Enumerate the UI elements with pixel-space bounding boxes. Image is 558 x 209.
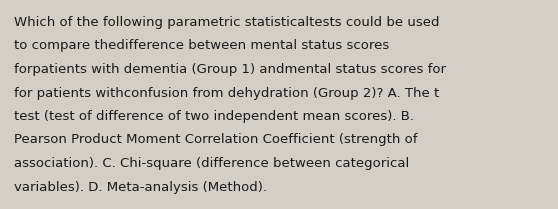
- Text: Which of the following parametric statisticaltests could be used: Which of the following parametric statis…: [14, 16, 440, 29]
- Text: variables). D. Meta-analysis (Method).: variables). D. Meta-analysis (Method).: [14, 181, 267, 194]
- Text: test (test of difference of two independent mean scores). B.: test (test of difference of two independ…: [14, 110, 414, 123]
- Text: association). C. Chi-square (difference between categorical: association). C. Chi-square (difference …: [14, 157, 409, 170]
- Text: to compare thedifference between mental status scores: to compare thedifference between mental …: [14, 40, 389, 52]
- Text: Pearson Product Moment Correlation Coefficient (strength of: Pearson Product Moment Correlation Coeff…: [14, 134, 417, 147]
- Text: forpatients with dementia (Group 1) andmental status scores for: forpatients with dementia (Group 1) andm…: [14, 63, 446, 76]
- Text: for patients withconfusion from dehydration (Group 2)? A. The t: for patients withconfusion from dehydrat…: [14, 87, 439, 99]
